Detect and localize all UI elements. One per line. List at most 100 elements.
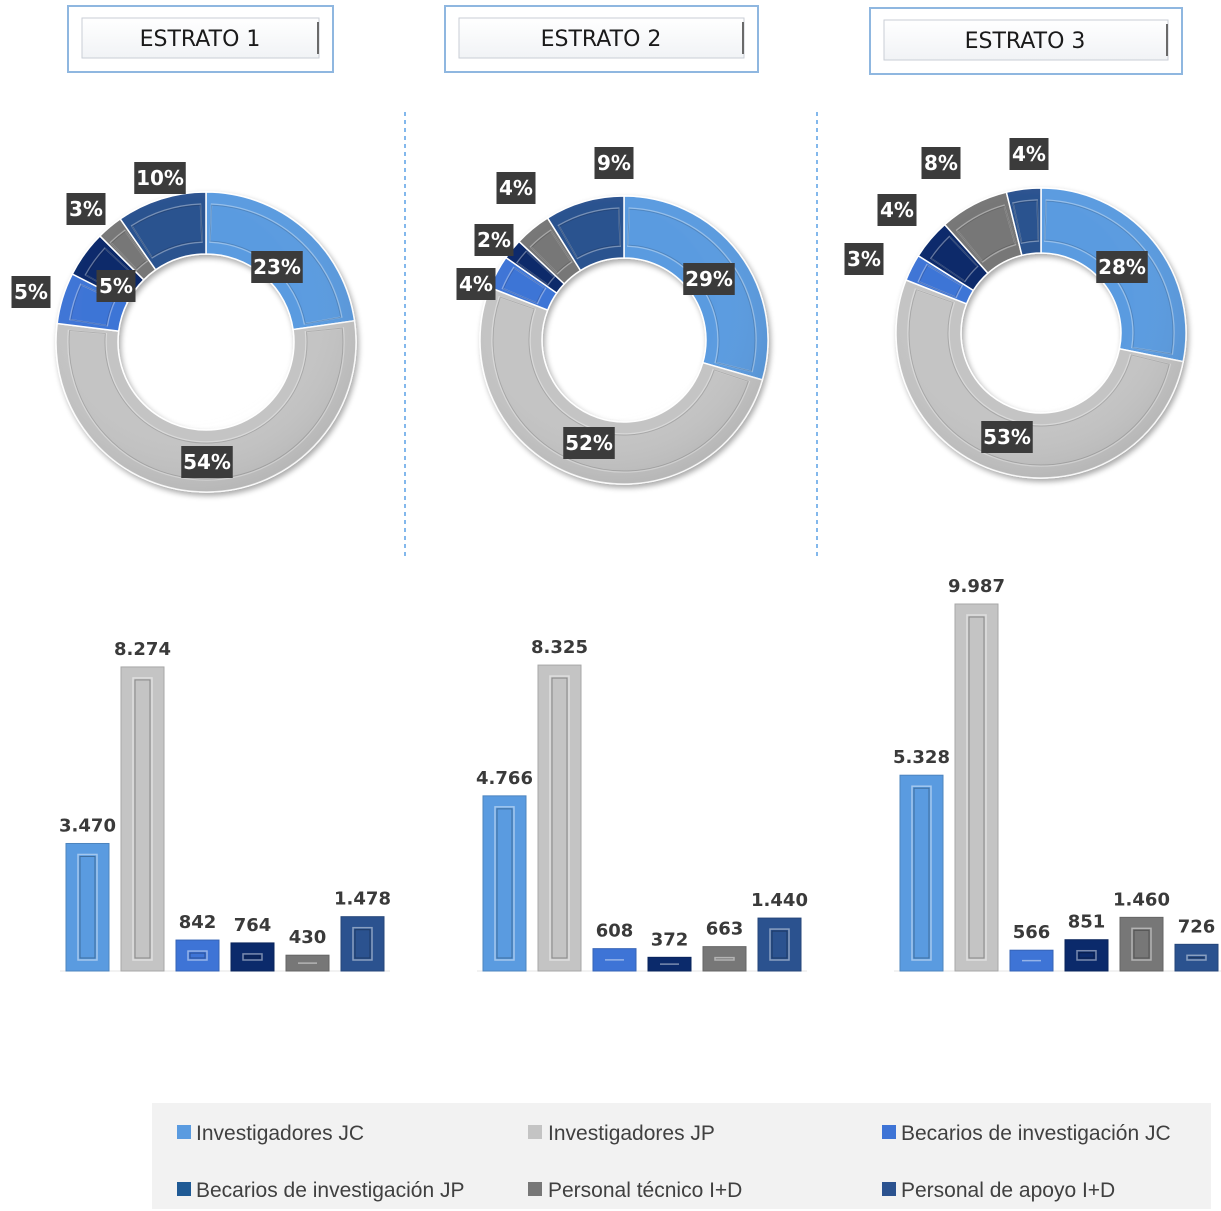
percent-label-text: 4% <box>499 176 533 200</box>
panel-title: ESTRATO 1 <box>140 27 261 52</box>
percent-label-box <box>921 147 961 179</box>
donut-percent-label: 53% <box>981 421 1033 453</box>
percent-label-text: 3% <box>847 247 881 271</box>
percent-label-box <box>181 446 233 478</box>
percent-label-text: 54% <box>183 450 231 474</box>
bar-value-label: 8.274 <box>114 639 171 660</box>
percent-label-text: 23% <box>253 255 301 279</box>
bar-bevel <box>1076 949 1097 961</box>
bar-bevel <box>1188 956 1205 959</box>
panel-title: ESTRATO 3 <box>965 29 1086 54</box>
bar-bevel <box>77 853 98 961</box>
bar-value-label: 1.440 <box>751 890 808 911</box>
bar-bevel <box>187 950 208 961</box>
percent-label-box <box>11 276 51 308</box>
header-estrato-2: ESTRATO 2 <box>444 5 759 73</box>
header-estrato-1: ESTRATO 1 <box>67 5 334 73</box>
percent-label-text: 2% <box>477 228 511 252</box>
bar-bevel <box>244 955 261 959</box>
bar-bevel <box>132 677 153 961</box>
bar <box>702 946 747 972</box>
bar-bevel <box>79 855 96 959</box>
percent-label-box <box>474 224 514 256</box>
bar-value-label: 842 <box>179 912 217 933</box>
donut-percent-label: 9% <box>594 147 634 179</box>
legend-background <box>152 1103 1211 1209</box>
percent-label-text: 4% <box>880 198 914 222</box>
bar <box>537 664 582 972</box>
legend-label: Becarios de investigación JC <box>901 1122 1171 1145</box>
donut-percent-label: 4% <box>496 172 536 204</box>
legend-item-becarios-jp: Becarios de investigación JP <box>177 1179 464 1202</box>
donut-percent-label: 54% <box>181 446 233 478</box>
donut-percent-label: 5% <box>11 276 51 308</box>
legend-swatch <box>882 1182 896 1196</box>
percent-label-box <box>594 147 634 179</box>
percent-label-box <box>981 421 1033 453</box>
percent-label-box <box>96 270 136 302</box>
percent-label-box <box>563 427 615 459</box>
bar-value-label: 726 <box>1178 916 1216 937</box>
bar-chart-3: 5.328 9.987 566 851 1.460 726 <box>893 576 1221 972</box>
bar-bevel <box>352 926 373 961</box>
percent-label-text: 5% <box>14 280 48 304</box>
legend-item-personal-apoyo: Personal de apoyo I+D <box>882 1179 1115 1202</box>
percent-label-text: 52% <box>565 431 613 455</box>
bar <box>65 842 110 972</box>
legend-item-investigadores-jp: Investigadores JP <box>528 1122 715 1145</box>
percent-label-text: 5% <box>99 274 133 298</box>
percent-label-box <box>134 162 186 194</box>
donut-percent-label: 4% <box>877 194 917 226</box>
bar-bevel <box>966 614 987 961</box>
donut-percent-label: 29% <box>683 263 735 295</box>
bar <box>1064 939 1109 972</box>
legend-swatch <box>528 1182 542 1196</box>
percent-label-text: 29% <box>685 267 733 291</box>
donut-chart-2 <box>479 195 769 485</box>
bar-bevel <box>714 956 735 961</box>
percent-label-text: 4% <box>1012 142 1046 166</box>
bar <box>899 774 944 972</box>
bar-value-label: 1.460 <box>1113 889 1170 910</box>
bar-value-label: 1.478 <box>334 889 391 910</box>
header-estrato-3: ESTRATO 3 <box>869 7 1183 75</box>
donut-percent-label: 28% <box>1096 251 1148 283</box>
percent-label-text: 3% <box>69 197 103 221</box>
donut-percent-label: 8% <box>921 147 961 179</box>
bar-value-label: 5.328 <box>893 747 950 768</box>
legend: Investigadores JC Investigadores JP Beca… <box>152 1103 1211 1209</box>
bar-bevel <box>354 929 371 959</box>
bar <box>1119 916 1164 972</box>
percent-label-box <box>683 263 735 295</box>
bar-bevel <box>913 787 930 959</box>
percent-label-box <box>844 243 884 275</box>
bar-value-label: 663 <box>706 919 744 940</box>
donut-percent-label: 5% <box>96 270 136 302</box>
bar <box>120 666 165 972</box>
legend-label: Personal de apoyo I+D <box>901 1179 1115 1202</box>
bar-bevel <box>134 679 151 959</box>
percent-label-box <box>1096 251 1148 283</box>
bar-value-label: 566 <box>1013 922 1051 943</box>
legend-label: Investigadores JP <box>548 1122 715 1145</box>
donut-percent-label: 23% <box>251 251 303 283</box>
donut-percent-label: 4% <box>456 268 496 300</box>
bar-chart-1: 3.470 8.274 842 764 430 1.478 <box>59 639 391 972</box>
percent-label-box <box>1009 138 1049 170</box>
bar <box>230 942 275 972</box>
donut-percent-label: 4% <box>1009 138 1049 170</box>
bar <box>757 917 802 972</box>
donut-percent-label: 3% <box>66 193 106 225</box>
percent-label-text: 4% <box>459 272 493 296</box>
bar-bevel <box>549 675 570 961</box>
bar-value-label: 4.766 <box>476 768 533 789</box>
panel-title: ESTRATO 2 <box>541 27 662 52</box>
bar-value-label: 372 <box>651 929 689 950</box>
bar-value-label: 9.987 <box>948 576 1005 597</box>
percent-label-text: 8% <box>924 151 958 175</box>
bar-chart-2: 4.766 8.325 608 372 663 1.440 <box>476 637 808 972</box>
legend-swatch <box>882 1125 896 1139</box>
bar-value-label: 430 <box>289 927 327 948</box>
bar-bevel <box>494 806 515 961</box>
